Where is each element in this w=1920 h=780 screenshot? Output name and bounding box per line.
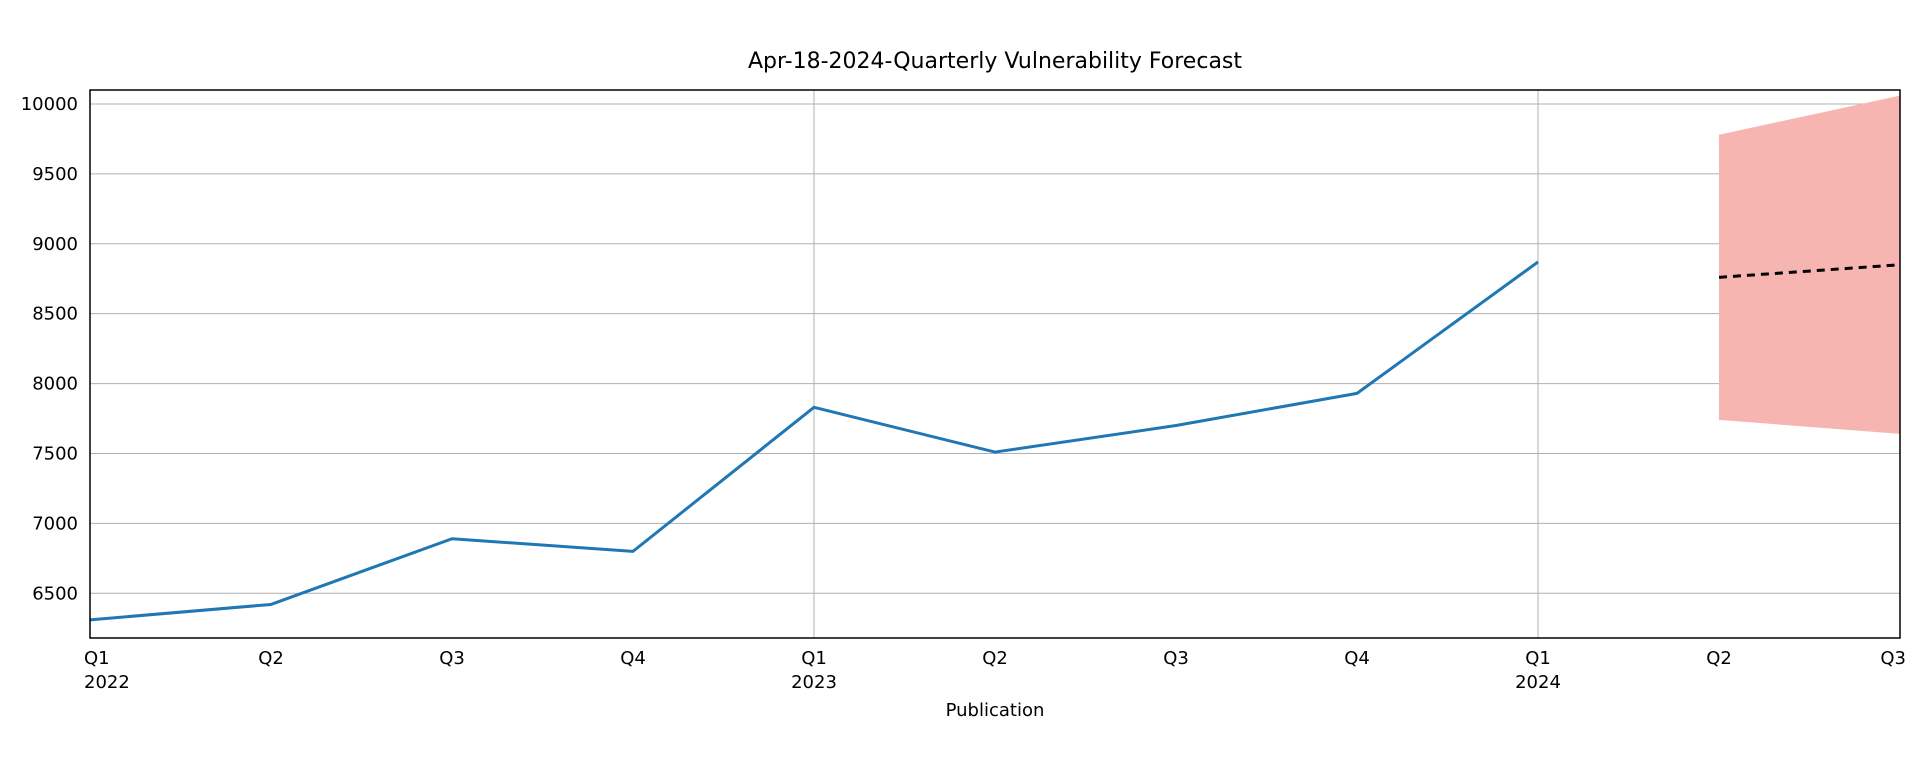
x-year-label: 2024 <box>1515 672 1561 693</box>
x-tick-label: Q2 <box>982 648 1008 669</box>
y-tick-label: 7000 <box>32 513 78 534</box>
y-tick-label: 6500 <box>32 583 78 604</box>
y-tick-label: 9000 <box>32 234 78 255</box>
y-tick-label: 7500 <box>32 443 78 464</box>
x-tick-label: Q1 <box>84 648 110 669</box>
x-tick-label: Q1 <box>801 648 827 669</box>
x-tick-label: Q4 <box>620 648 646 669</box>
chart-svg: 6500 7000 7500 8000 8500 9000 9500 10000 Q1 2022 Q… <box>0 0 1920 780</box>
x-tick-label: Q3 <box>1163 648 1189 669</box>
forecast-band <box>1719 96 1900 434</box>
chart-title: Apr-18-2024-Quarterly Vulnerability Fore… <box>748 49 1242 74</box>
x-tick-label: Q2 <box>258 648 284 669</box>
vulnerability-forecast-chart: 6500 7000 7500 8000 8500 9000 9500 10000 Q1 2022 Q… <box>0 0 1920 780</box>
x-year-label: 2022 <box>84 672 130 693</box>
y-tick-label: 10000 <box>21 94 78 115</box>
x-tick-label: Q3 <box>439 648 465 669</box>
chart-bg <box>0 0 1920 780</box>
x-tick-label: Q2 <box>1706 648 1732 669</box>
y-tick-label: 8000 <box>32 374 78 395</box>
x-tick-label: Q3 <box>1880 648 1906 669</box>
x-axis-label: Publication <box>946 700 1045 721</box>
x-tick-label: Q4 <box>1344 648 1370 669</box>
x-tick-label: Q1 <box>1525 648 1551 669</box>
x-year-label: 2023 <box>791 672 837 693</box>
y-tick-label: 8500 <box>32 304 78 325</box>
y-tick-label: 9500 <box>32 164 78 185</box>
